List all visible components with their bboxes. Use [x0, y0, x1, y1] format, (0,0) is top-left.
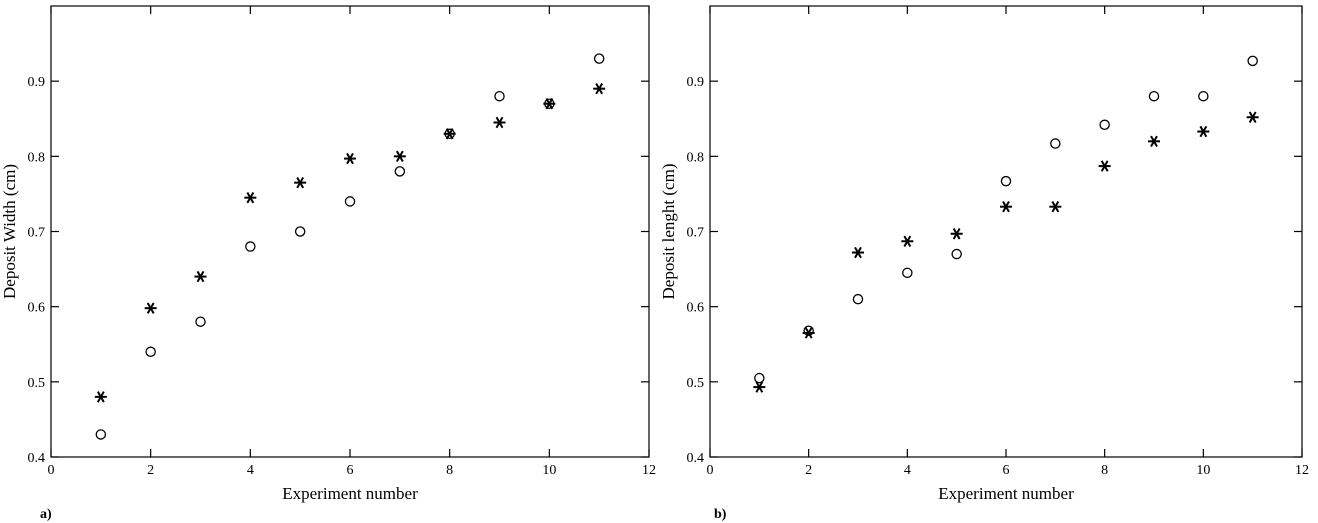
data-point-asterisk — [1197, 125, 1210, 138]
panel-label: b) — [714, 507, 727, 522]
data-point-circle — [1247, 55, 1258, 67]
data-point-asterisk — [802, 327, 815, 339]
data-point-asterisk — [593, 82, 606, 95]
data-point-circle — [902, 267, 913, 279]
x-tick-label: 8 — [1101, 463, 1108, 478]
data-point-asterisk — [344, 152, 356, 165]
data-point-asterisk — [294, 176, 307, 189]
data-point-asterisk — [1049, 200, 1062, 213]
plot-frame — [50, 5, 650, 458]
data-point-circle — [1099, 119, 1110, 131]
x-tick-label: 8 — [446, 463, 453, 478]
x-tick-label: 2 — [805, 463, 812, 478]
data-point-asterisk — [443, 128, 456, 140]
data-point-asterisk — [1148, 135, 1160, 147]
x-tick-label: 10 — [542, 463, 556, 478]
data-point-circle — [951, 248, 962, 260]
data-point-circle — [394, 166, 406, 177]
x-tick-label: 4 — [247, 463, 254, 478]
x-tick-label: 6 — [1003, 463, 1010, 478]
data-point-circle — [1198, 90, 1209, 102]
data-point-asterisk — [753, 381, 766, 393]
data-point-circle — [1148, 90, 1160, 102]
data-point-asterisk — [493, 116, 506, 129]
y-tick-label: 0.8 — [687, 150, 705, 165]
data-point-circle — [803, 325, 814, 336]
y-tick-label: 0.6 — [687, 301, 705, 316]
y-tick-label: 0.5 — [28, 376, 46, 391]
data-point-asterisk — [852, 246, 864, 259]
y-tick-label: 0.7 — [28, 226, 46, 241]
data-point-asterisk — [1098, 160, 1111, 172]
data-point-asterisk — [144, 302, 157, 314]
data-point-asterisk — [393, 150, 406, 163]
data-point-circle — [852, 293, 864, 305]
data-point-asterisk — [1000, 200, 1012, 213]
data-point-circle — [195, 316, 206, 327]
data-point-asterisk — [950, 228, 963, 240]
panel-label: a) — [40, 507, 52, 522]
x-axis-title: Experiment number — [938, 484, 1074, 503]
data-point-circle — [754, 372, 765, 384]
x-tick-label: 6 — [347, 463, 354, 478]
data-point-circle — [344, 196, 356, 207]
x-tick-label: 0 — [707, 463, 714, 478]
y-tick-label: 0.4 — [28, 451, 46, 466]
data-point-asterisk — [194, 270, 207, 283]
data-point-asterisk — [543, 98, 556, 110]
data-point-circle — [1050, 138, 1061, 149]
data-point-asterisk — [244, 191, 257, 204]
x-tick-label: 2 — [147, 463, 154, 478]
y-tick-label: 0.9 — [28, 75, 46, 90]
y-axis-title: Deposit Width (cm) — [0, 164, 19, 299]
y-tick-label: 0.7 — [687, 226, 705, 241]
data-point-circle — [245, 241, 256, 252]
y-tick-label: 0.4 — [687, 451, 705, 466]
x-tick-label: 12 — [1295, 463, 1309, 478]
plot-frame — [709, 5, 1303, 458]
data-point-circle — [294, 226, 306, 237]
data-point-asterisk — [901, 235, 914, 247]
y-tick-label: 0.6 — [28, 301, 46, 316]
chart-panel-a: 0 2 4 6 8 10 12 0.4 0.5 0.6 0.7 0.8 0.9 Experiment nu… — [0, 5, 656, 522]
x-tick-label: 12 — [642, 463, 656, 478]
data-point-circle — [494, 90, 505, 102]
y-axis-title: Deposit lenght (cm) — [659, 164, 678, 300]
chart-panel-b: 0 2 4 6 8 10 12 0.4 0.5 0.6 0.7 0.8 0.9 Experiment nu… — [659, 5, 1309, 522]
data-point-circle — [1000, 175, 1012, 187]
x-tick-label: 4 — [904, 463, 911, 478]
x-tick-label: 10 — [1196, 463, 1210, 478]
x-axis-title: Experiment number — [282, 484, 418, 503]
y-tick-label: 0.9 — [687, 75, 705, 90]
y-tick-label: 0.8 — [28, 150, 46, 165]
data-point-circle — [145, 346, 156, 358]
data-point-asterisk — [1246, 111, 1259, 123]
x-tick-label: 0 — [48, 463, 55, 478]
data-point-circle — [593, 53, 605, 64]
y-tick-label: 0.5 — [687, 376, 705, 391]
data-point-asterisk — [94, 391, 107, 403]
data-point-circle — [95, 429, 107, 440]
